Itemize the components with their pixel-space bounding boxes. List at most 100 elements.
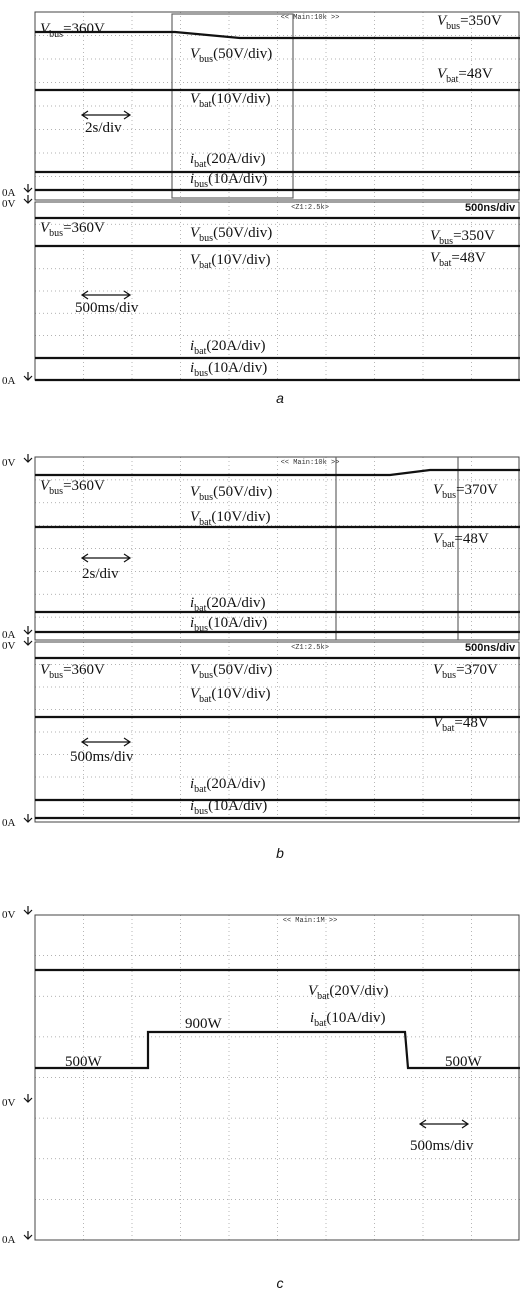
axis-label: 0V: [2, 198, 16, 210]
label-text: (20A/div): [206, 338, 265, 354]
signal-label: Vbus(50V/div): [190, 662, 272, 681]
subscript: bat: [317, 991, 329, 1002]
signal-label: ibat(20A/div): [190, 776, 266, 795]
subscript: bus: [194, 806, 208, 817]
label-text: =370V: [456, 662, 498, 678]
subscript: bus: [194, 368, 208, 379]
signal-label: ibat(20A/div): [190, 338, 266, 357]
label-text: =48V: [454, 531, 488, 547]
label-text: 900W: [185, 1016, 223, 1032]
scope-header: <Z1:2.5k>: [291, 204, 329, 212]
label-text: =350V: [453, 228, 495, 244]
ground-marker: [24, 626, 32, 634]
signal-label: Vbus(50V/div): [190, 225, 272, 244]
caption: b: [276, 845, 284, 861]
signal-label: Vbus=360V: [40, 662, 105, 681]
signal-label: Vbat=48V: [437, 66, 493, 85]
label-text: (10V/div): [211, 509, 270, 525]
label-text: (20A/div): [206, 151, 265, 167]
ground-marker: [24, 1231, 32, 1239]
arrow: [82, 291, 130, 299]
subscript: bus: [199, 54, 213, 65]
scope-header: << Main:10k >>: [281, 14, 340, 22]
label-text: (10A/div): [208, 171, 267, 187]
arrow: [82, 111, 130, 119]
arrow: [82, 554, 130, 562]
label-text: (10A/div): [208, 615, 267, 631]
label-text: =360V: [63, 21, 105, 37]
subscript: bus: [199, 670, 213, 681]
subscript: bat: [194, 159, 206, 170]
signal-label: 500ms/div: [410, 1138, 474, 1154]
signal-label: 2s/div: [82, 566, 119, 582]
ground-marker: [24, 454, 32, 462]
label-text: (10V/div): [211, 252, 270, 268]
axis-label: 0A: [2, 1234, 16, 1246]
label-text: 500W: [445, 1054, 483, 1070]
signal-label: Vbat(10V/div): [190, 91, 271, 110]
scope: << Main:10k >>Vbus=360VVbus(50V/div)Vbus…: [35, 457, 520, 640]
subscript: bus: [199, 492, 213, 503]
label-text: =48V: [458, 66, 492, 82]
label-text: (20V/div): [329, 983, 388, 999]
label-text: (10V/div): [211, 686, 270, 702]
signal-label: Vbat=48V: [433, 531, 489, 550]
caption: a: [276, 390, 284, 406]
label-text: 500W: [65, 1054, 103, 1070]
arrow: [420, 1120, 468, 1128]
label-text: (20A/div): [206, 776, 265, 792]
signal-label: 500ms/div: [70, 749, 134, 765]
scope-header: << Main:1M >>: [283, 917, 338, 925]
label-text: (50V/div): [213, 662, 272, 678]
subscript: bus: [442, 490, 456, 501]
signal-label: Vbus=360V: [40, 21, 105, 40]
subscript: bat: [199, 694, 211, 705]
ground-marker: [24, 195, 32, 203]
subscript: bat: [194, 784, 206, 795]
ground-marker: [24, 184, 32, 192]
axis-label: 0V: [2, 909, 16, 921]
label-text: (50V/div): [213, 225, 272, 241]
label-text: (50V/div): [213, 484, 272, 500]
caption: c: [277, 1275, 284, 1291]
trace: [35, 470, 520, 475]
signal-label: 500W: [65, 1054, 103, 1070]
label-text: (20A/div): [206, 595, 265, 611]
signal-label: Vbat(10V/div): [190, 509, 271, 528]
signal-label: Vbus=350V: [430, 228, 495, 247]
label-text: (50V/div): [213, 46, 272, 62]
subscript: bat: [194, 346, 206, 357]
signal-label: Vbus=360V: [40, 220, 105, 239]
scope: <Z1:2.5k>500ns/divVbus=360VVbus(50V/div)…: [35, 642, 520, 822]
subscript: bat: [199, 517, 211, 528]
label-text: (10A/div): [208, 360, 267, 376]
subscript: bus: [49, 486, 63, 497]
signal-label: ibus(10A/div): [190, 360, 267, 379]
label-text: =360V: [63, 478, 105, 494]
label-text: (10V/div): [211, 91, 270, 107]
label-text: (10A/div): [326, 1010, 385, 1026]
signal-label: ibat(10A/div): [310, 1010, 386, 1029]
timebase: 500ns/div: [465, 642, 516, 654]
subscript: bus: [442, 670, 456, 681]
subscript: bus: [49, 228, 63, 239]
subscript: bus: [194, 623, 208, 634]
ground-marker: [24, 372, 32, 380]
signal-label: 900W: [185, 1016, 223, 1032]
axis-label: 0A: [2, 817, 16, 829]
subscript: bat: [442, 723, 454, 734]
signal-label: Vbus=370V: [433, 482, 498, 501]
label-text: =370V: [456, 482, 498, 498]
axis-label: 0V: [2, 457, 16, 469]
subscript: bus: [49, 670, 63, 681]
subscript: bat: [442, 539, 454, 550]
label-text: 500ms/div: [410, 1138, 474, 1154]
label-text: (10A/div): [208, 798, 267, 814]
axis-label: 0V: [2, 640, 16, 652]
signal-label: Vbus(50V/div): [190, 46, 272, 65]
label-text: 2s/div: [82, 566, 119, 582]
subscript: bat: [439, 258, 451, 269]
signal-label: Vbat(10V/div): [190, 252, 271, 271]
subscript: bat: [194, 603, 206, 614]
label-text: =48V: [451, 250, 485, 266]
